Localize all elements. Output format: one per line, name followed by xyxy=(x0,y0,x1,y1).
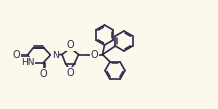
Text: O: O xyxy=(12,50,20,60)
Text: O: O xyxy=(66,68,74,78)
Text: N: N xyxy=(52,50,59,60)
Text: HN: HN xyxy=(21,58,35,67)
Text: O: O xyxy=(91,49,98,60)
Text: O: O xyxy=(67,40,75,50)
Text: O: O xyxy=(40,69,47,79)
